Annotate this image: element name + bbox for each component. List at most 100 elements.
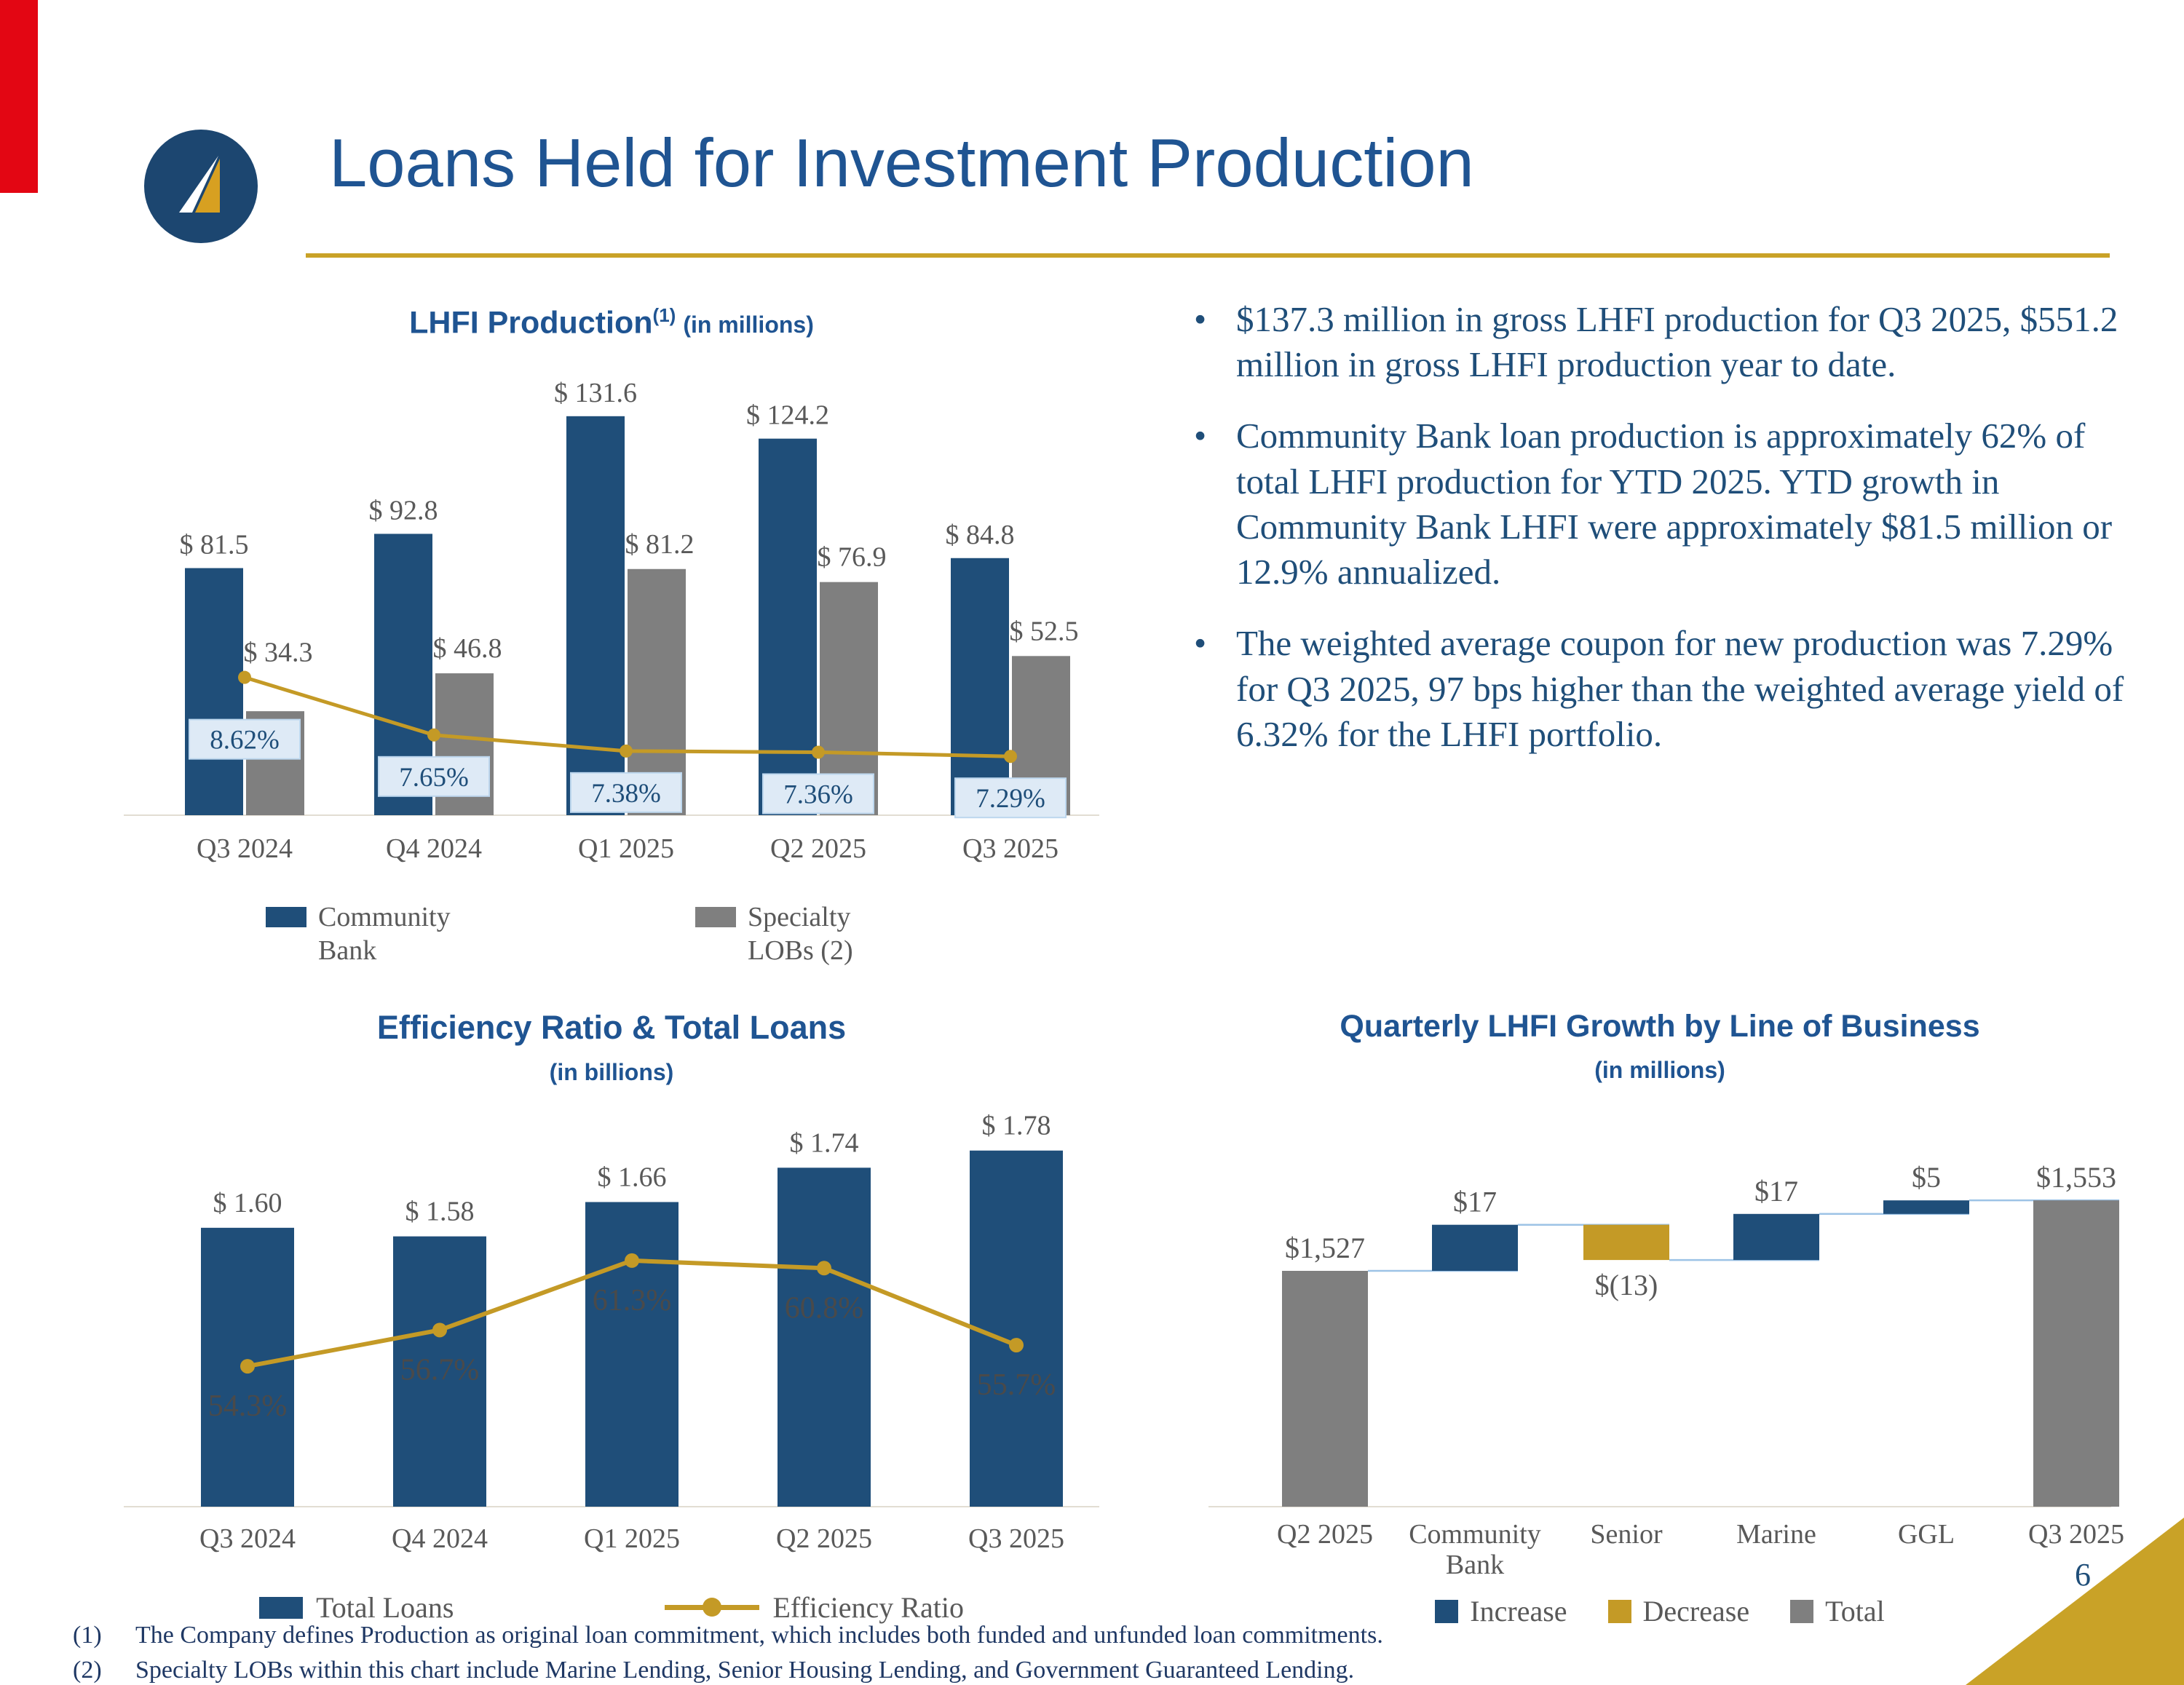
legend-label: Increase xyxy=(1470,1595,1567,1627)
bar-value-label: $ 131.6 xyxy=(554,378,637,408)
chart1-footnote-ref: (1) xyxy=(652,304,676,326)
lhfi-growth-waterfall-chart: $1,527 Q2 2025 $17 Community Bank $(13) Senior… xyxy=(1208,1161,2124,1580)
legend-swatch xyxy=(266,907,306,927)
coupon-callout-label: 7.36% xyxy=(783,780,853,809)
bar-value-label: $ 124.2 xyxy=(746,400,829,431)
footnotes: (1) The Company defines Production as or… xyxy=(73,1622,1383,1685)
coupon-callout-label: 7.29% xyxy=(976,784,1045,814)
bar-value-label: $ 1.66 xyxy=(598,1162,667,1192)
bar-total-loans xyxy=(393,1236,486,1507)
legend-swatch xyxy=(1607,1599,1631,1623)
bar-value-label: $ 46.8 xyxy=(433,633,502,664)
waterfall-value-label: $5 xyxy=(1912,1161,1941,1194)
efficiency-ratio-label: 60.8% xyxy=(785,1291,864,1325)
bar-value-label: $ 76.9 xyxy=(818,542,887,573)
legend-item: Total Loans xyxy=(259,1590,454,1625)
coupon-callout-box xyxy=(762,773,874,814)
efficiency-ratio-label: 55.7% xyxy=(977,1368,1056,1402)
x-axis-tick-label: Q3 2025 xyxy=(2028,1519,2124,1550)
footnote-text: The Company defines Production as origin… xyxy=(135,1622,1383,1649)
legend-item: Specialty LOBs (2) xyxy=(695,901,915,967)
lhfi-production-chart-title: LHFI Production(1) (in millions) xyxy=(102,304,1121,341)
footnote-1: (1) The Company defines Production as or… xyxy=(73,1622,1383,1649)
bullet-item: • The weighted average coupon for new pro… xyxy=(1194,621,2137,757)
sailboat-logo-icon xyxy=(144,130,258,243)
x-axis-tick-label: Q4 2024 xyxy=(386,833,482,864)
efficiency-ratio-marker xyxy=(625,1253,639,1268)
legend-label: Specialty LOBs (2) xyxy=(748,902,853,966)
waterfall-bar-increase xyxy=(1883,1200,1969,1214)
bar-community-bank xyxy=(185,568,243,815)
waterfall-chart-title: Quarterly LHFI Growth by Line of Busines… xyxy=(1340,1009,1980,1044)
x-axis-tick-label: Q1 2025 xyxy=(584,1523,680,1554)
bullet-text: Community Bank loan production is approx… xyxy=(1236,416,2113,592)
x-axis-tick-label: Marine xyxy=(1736,1519,1816,1550)
legend-swatch xyxy=(1435,1599,1459,1623)
legend-swatch xyxy=(695,907,736,927)
bar-total-loans xyxy=(778,1167,871,1507)
page-number: 6 xyxy=(2075,1557,2091,1593)
lhfi-production-chart: $ 81.5 $ 34.3 Q3 2024 $ 92.8 $ 46.8 Q4 2024 $ … xyxy=(124,378,1099,864)
legend-swatch xyxy=(259,1596,304,1619)
coupon-callout-box xyxy=(570,772,682,813)
bar-value-label: $ 84.8 xyxy=(946,520,1015,550)
bullet-text: The weighted average coupon for new prod… xyxy=(1236,623,2124,754)
efficiency-ratio-label: 54.3% xyxy=(208,1389,288,1423)
x-axis-tick-label: Q2 2025 xyxy=(770,833,866,864)
x-axis-tick-label: Q4 2024 xyxy=(392,1523,488,1554)
waterfall-bar-total xyxy=(2033,1200,2119,1507)
efficiency-ratio-marker xyxy=(240,1359,255,1374)
waterfall-bar-total xyxy=(1282,1271,1368,1507)
coupon-line-marker xyxy=(238,670,251,684)
efficiency-ratio-marker xyxy=(432,1323,447,1338)
gold-corner-triangle xyxy=(1966,1518,2184,1685)
efficiency-ratio-label: 61.3% xyxy=(593,1284,672,1317)
footnote-2: (2) Specialty LOBs within this chart inc… xyxy=(73,1657,1383,1684)
waterfall-value-label: $17 xyxy=(1453,1186,1497,1218)
legend-label: Decrease xyxy=(1642,1595,1750,1627)
waterfall-value-label: $(13) xyxy=(1595,1269,1658,1301)
page-title: Loans Held for Investment Production xyxy=(329,124,1474,201)
legend-line-swatch xyxy=(665,1598,760,1617)
legend-swatch xyxy=(1790,1599,1814,1623)
chart1-title-text: LHFI Production xyxy=(409,305,653,341)
x-axis-tick-label: Q3 2025 xyxy=(968,1523,1064,1554)
bullet-dot: • xyxy=(1194,623,1207,664)
company-logo xyxy=(143,128,259,245)
bar-value-label: $ 52.5 xyxy=(1010,616,1079,646)
chart1-units-label: (in millions) xyxy=(683,312,814,338)
bar-community-bank xyxy=(566,416,625,815)
waterfall-value-label: $1,527 xyxy=(1285,1232,1365,1264)
footnote-text: Specialty LOBs within this chart include… xyxy=(135,1657,1355,1684)
waterfall-value-label: $1,553 xyxy=(2036,1161,2116,1194)
efficiency-chart-title: Efficiency Ratio & Total Loans xyxy=(376,1009,847,1046)
key-points-list: • $137.3 million in gross LHFI production… xyxy=(1194,297,2137,783)
legend-label: Total Loans xyxy=(316,1591,454,1624)
bar-value-label: $ 92.8 xyxy=(369,495,438,526)
waterfall-bar-increase xyxy=(1432,1224,1518,1271)
footnote-marker: (2) xyxy=(73,1657,102,1684)
bar-value-label: $ 81.2 xyxy=(625,529,695,560)
legend-item: Efficiency Ratio xyxy=(665,1590,964,1625)
bar-value-label: $ 34.3 xyxy=(244,638,313,668)
legend-item: Community Bank xyxy=(266,901,486,967)
bar-value-label: $ 1.60 xyxy=(213,1188,282,1218)
waterfall-chart-units-label: (in millions) xyxy=(1594,1057,1725,1083)
x-axis-tick-label: Q2 2025 xyxy=(776,1523,872,1554)
bar-value-label: $ 1.58 xyxy=(405,1197,475,1227)
coupon-line-marker xyxy=(1004,750,1017,764)
coupon-line-marker xyxy=(427,728,440,742)
coupon-callout-box xyxy=(189,718,301,760)
red-accent-stripe xyxy=(0,0,38,193)
coupon-callout-label: 7.65% xyxy=(399,763,469,793)
x-axis-tick-label: GGL xyxy=(1898,1519,1955,1550)
x-axis-tick-label: Q1 2025 xyxy=(578,833,674,864)
footnote-marker: (1) xyxy=(73,1622,102,1649)
coupon-line-marker xyxy=(620,744,633,758)
legend-label: Community Bank xyxy=(318,902,451,966)
x-axis-tick-label: Community Bank xyxy=(1409,1519,1541,1580)
legend-item: Total xyxy=(1790,1594,1885,1628)
efficiency-total-loans-chart: $ 1.60 Q3 2024 $ 1.58 Q4 2024 $ 1.66 Q1 2025 $… xyxy=(124,1111,1099,1554)
bar-total-loans xyxy=(585,1202,678,1507)
